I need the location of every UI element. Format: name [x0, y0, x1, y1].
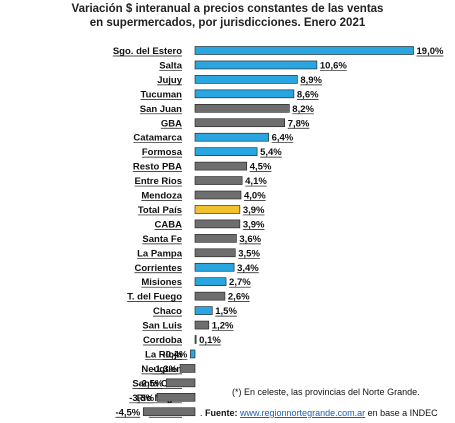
value-label: 2,7%: [229, 277, 251, 288]
value-label: 3,9%: [243, 219, 265, 230]
value-label: -2,5%: [138, 378, 163, 389]
source-dot: .: [200, 408, 206, 418]
bar: [194, 335, 197, 344]
footnote: (*) En celeste, las provincias del Norte…: [232, 387, 420, 397]
value-label: 3,5%: [238, 248, 260, 259]
category-label: CABA: [155, 219, 183, 230]
value-label: 10,6%: [320, 60, 347, 71]
bar: [194, 262, 235, 272]
value-label: 0,1%: [199, 335, 221, 346]
category-label: Misiones: [141, 277, 182, 288]
value-label: 6,4%: [272, 133, 294, 144]
value-label: 19,0%: [417, 46, 444, 57]
bar: [194, 132, 269, 142]
bar: [194, 234, 237, 243]
value-label: -4,5%: [115, 407, 140, 418]
value-label: -3,3%: [129, 393, 154, 404]
bar: [194, 104, 290, 113]
category-label: San Luis: [142, 321, 182, 332]
bar: [194, 205, 241, 214]
value-label: 4,0%: [244, 191, 266, 202]
category-label: La Rioja: [145, 349, 183, 360]
category-label: La Pampa: [137, 248, 183, 259]
source-suffix: en base a INDEC: [367, 408, 438, 418]
bar: [194, 291, 226, 301]
bar: [194, 75, 298, 84]
category-label: Santa Cruz: [132, 378, 182, 389]
category-label: Sgo. del Estero: [113, 46, 182, 57]
category-label: Neuquen: [141, 364, 182, 375]
value-label: 7,8%: [288, 118, 310, 129]
category-label: Resto PBA: [133, 162, 182, 173]
bar: [194, 46, 414, 55]
category-label: GBA: [161, 118, 182, 129]
bar: [194, 190, 242, 200]
category-label: San Juan: [140, 104, 182, 115]
category-label: Catamarca: [133, 133, 182, 144]
value-label: 8,9%: [300, 75, 322, 86]
category-label: Jujuy: [157, 75, 183, 86]
bar: [194, 219, 241, 229]
value-label: 8,2%: [292, 104, 314, 115]
bar: [142, 407, 196, 417]
category-label: Entre Rios: [134, 176, 182, 187]
value-label: 8,6%: [297, 89, 319, 100]
category-label: Chaco: [153, 306, 182, 317]
bar: [194, 306, 213, 315]
value-label: 3,4%: [237, 263, 259, 274]
bar: [194, 161, 248, 171]
value-label: 3,6%: [239, 234, 261, 245]
value-label: 1,2%: [212, 321, 234, 332]
value-label: 3,9%: [243, 205, 265, 216]
bar: [194, 60, 318, 70]
value-label: 1,5%: [215, 306, 237, 317]
bar: [194, 147, 258, 156]
bar: [156, 392, 196, 402]
category-label: Corrientes: [134, 263, 182, 274]
chart-title: Variación $ interanual a precios constan…: [0, 2, 455, 30]
bar: [194, 118, 285, 128]
bar: [194, 320, 210, 330]
category-label: Cordoba: [143, 335, 183, 346]
bar: [194, 176, 243, 185]
chart-title-line-2: en supermercados, por jurisdicciones. En…: [89, 17, 366, 29]
bar: [194, 89, 295, 99]
bar: [179, 364, 196, 373]
value-label: 4,1%: [245, 176, 267, 187]
source-label: Fuente:: [205, 408, 238, 418]
value-label: 5,4%: [260, 147, 282, 158]
category-label: Mendoza: [141, 191, 182, 202]
category-label: Santa Fe: [142, 234, 182, 245]
value-label: -0,4%: [163, 349, 188, 360]
category-label: Tucuman: [140, 89, 182, 100]
bar: [194, 277, 227, 287]
chart-title-line-1: Variación $ interanual a precios constan…: [71, 3, 384, 15]
category-label: T. del Fuego: [127, 292, 182, 303]
category-label: Salta: [159, 60, 182, 71]
category-label: Total País: [138, 205, 182, 216]
bar: [194, 248, 236, 258]
bar: [165, 378, 196, 388]
category-label: Formosa: [142, 147, 183, 158]
bar: [190, 349, 196, 359]
value-label: 2,6%: [228, 292, 250, 303]
source-line: . Fuente: www.regionnortegrande.com.ar e…: [200, 408, 438, 418]
value-label: 4,5%: [250, 162, 272, 173]
source-link[interactable]: www.regionnortegrande.com.ar: [240, 408, 366, 418]
value-label: -1,3%: [152, 364, 177, 375]
